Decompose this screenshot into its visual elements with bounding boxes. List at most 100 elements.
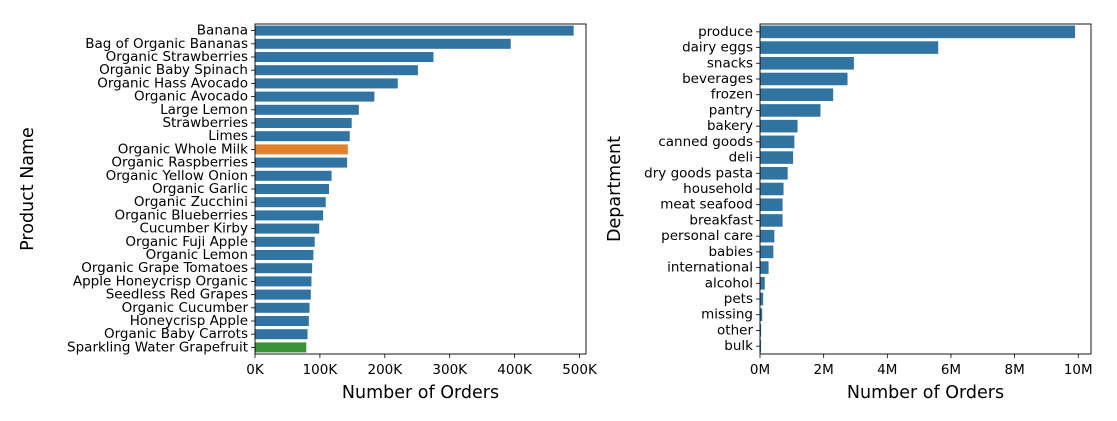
y-tick-label: Organic Baby Carrots (104, 326, 248, 342)
y-tick-label: Organic Raspberries (111, 155, 248, 171)
y-tick-label: meat seafood (660, 197, 753, 213)
bar-banana (255, 25, 574, 36)
x-tick-label: 4M (877, 362, 897, 378)
y-tick-label: Apple Honeycrisp Organic (73, 273, 248, 289)
y-tick-label: Organic Fuji Apple (125, 234, 248, 250)
bar-seedless-red-grapes (255, 289, 311, 300)
bar-household (760, 182, 784, 196)
bar-honeycrisp-apple (255, 315, 309, 327)
bar-produce (760, 25, 1076, 39)
y-tick-label: snacks (707, 55, 753, 71)
y-axis-label: Product Name (18, 127, 38, 251)
bar-breakfast (760, 214, 783, 227)
y-tick-label: Cucumber Kirby (139, 221, 248, 237)
x-axis-label: Number of Orders (342, 383, 499, 403)
bar-organic-hass-avocado (255, 78, 398, 89)
bar-organic-baby-carrots (255, 329, 308, 340)
y-tick-label: Organic Zucchini (134, 194, 248, 210)
y-tick-label: babies (708, 244, 753, 260)
y-tick-label: deli (729, 150, 753, 166)
y-tick-label: Large Lemon (160, 102, 248, 118)
y-tick-label: bulk (724, 338, 753, 354)
bar-bulk (760, 339, 762, 353)
y-tick-label: Organic Avocado (134, 89, 248, 105)
bar-organic-baby-spinach (255, 65, 418, 76)
bar-cucumber-kirby (255, 223, 320, 234)
y-tick-label: dairy eggs (682, 40, 753, 56)
y-tick-label: pets (724, 291, 753, 307)
bar-organic-raspberries (255, 157, 348, 168)
y-tick-label: Honeycrisp Apple (130, 313, 248, 329)
bar-alcohol (760, 277, 765, 290)
y-tick-label: Banana (197, 23, 248, 39)
y-tick-label: canned goods (658, 134, 753, 150)
y-tick-label: other (717, 322, 753, 338)
x-tick-label: 200K (367, 362, 403, 378)
bar-organic-fuji-apple (255, 236, 315, 247)
y-tick-label: Bag of Organic Bananas (85, 36, 248, 52)
bar-organic-avocado (255, 91, 375, 102)
bar-organic-yellow-onion (255, 170, 332, 181)
x-tick-label: 10M (1064, 362, 1093, 378)
bar-other (760, 324, 762, 337)
y-tick-label: Strawberries (162, 115, 248, 131)
y-tick-label: Organic Blueberries (114, 207, 248, 223)
y-tick-label: Organic Hass Avocado (97, 75, 248, 91)
y-tick-label: Organic Whole Milk (118, 141, 248, 157)
y-tick-label: Organic Garlic (152, 181, 248, 197)
bar-babies (760, 245, 774, 259)
bar-organic-lemon (255, 249, 314, 261)
y-tick-label: international (667, 260, 753, 276)
y-tick-label: personal care (661, 228, 753, 244)
bar-missing (760, 308, 763, 321)
bar-dry-goods-pasta (760, 167, 788, 180)
bar-deli (760, 151, 794, 164)
y-tick-label: Organic Strawberries (106, 49, 248, 65)
bar-strawberries (255, 117, 352, 129)
y-tick-label: Organic Grape Tomatoes (81, 260, 248, 276)
plot-frame (759, 23, 1092, 355)
bar-beverages (760, 72, 848, 86)
y-tick-label: bakery (707, 118, 753, 134)
y-tick-label: Organic Yellow Onion (106, 168, 248, 184)
x-tick-label: 2M (814, 362, 834, 378)
y-tick-label: Organic Lemon (146, 247, 248, 263)
bar-frozen (760, 88, 834, 101)
y-tick-label: breakfast (689, 212, 753, 228)
x-tick-label: 300K (432, 362, 468, 378)
bar-canned-goods (760, 135, 795, 149)
bar-organic-garlic (255, 183, 329, 195)
x-tick-label: 8M (1004, 362, 1024, 378)
bar-personal-care (760, 229, 775, 243)
y-tick-label: beverages (682, 71, 753, 87)
y-tick-label: alcohol (705, 275, 753, 291)
y-tick-label: Seedless Red Grapes (106, 287, 248, 303)
y-tick-label: pantry (709, 102, 753, 118)
bar-apple-honeycrisp-organic (255, 276, 312, 287)
bar-snacks (760, 57, 854, 70)
y-axis-label: Department (605, 136, 625, 242)
y-tick-label: Organic Cucumber (122, 300, 249, 316)
bar-organic-zucchini (255, 197, 326, 208)
x-axis-label: Number of Orders (847, 383, 1004, 403)
y-tick-label: frozen (711, 87, 753, 103)
x-tick-label: 0K (246, 362, 265, 378)
bar-pantry (760, 104, 821, 117)
bar-organic-cucumber (255, 302, 310, 313)
x-tick-label: 6M (941, 362, 961, 378)
bar-organic-strawberries (255, 51, 434, 63)
bar-large-lemon (255, 104, 359, 115)
y-tick-label: Limes (208, 128, 248, 144)
bar-bag-of-organic-bananas (255, 38, 511, 49)
plot-frame (254, 23, 587, 355)
y-tick-label: Organic Baby Spinach (99, 62, 248, 78)
y-tick-label: dry goods pasta (644, 165, 753, 181)
bar-limes (255, 131, 350, 142)
bar-international (760, 261, 769, 274)
bar-dairy-eggs (760, 41, 939, 54)
bar-organic-grape-tomatoes (255, 263, 313, 274)
bar-sparkling-water-grapefruit (255, 342, 307, 353)
